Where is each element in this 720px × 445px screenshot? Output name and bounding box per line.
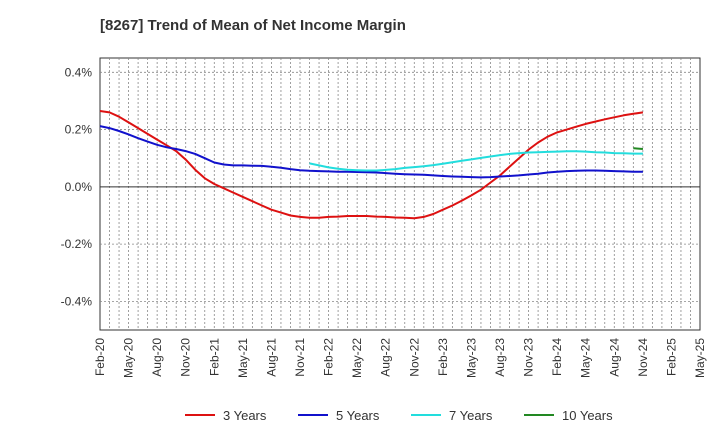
- y-tick-label: -0.4%: [61, 294, 93, 308]
- series-line-3-years: [99, 110, 644, 220]
- x-tick-label: Feb-20: [93, 338, 107, 376]
- x-tick-label: May-22: [350, 338, 364, 378]
- x-tick-label: Aug-24: [607, 338, 621, 377]
- y-tick-label: -0.2%: [61, 237, 93, 251]
- x-tick-label: May-21: [236, 338, 250, 378]
- x-tick-label: Aug-22: [379, 338, 393, 377]
- legend-label: 3 Years: [223, 408, 267, 423]
- series-line-7-years: [309, 150, 643, 172]
- legend-label: 5 Years: [336, 408, 380, 423]
- plot-frame: [99, 57, 701, 331]
- x-tick-label: May-25: [693, 338, 707, 378]
- legend-label: 7 Years: [449, 408, 493, 423]
- x-tick-label: Nov-21: [293, 338, 307, 377]
- chart-title: [8267] Trend of Mean of Net Income Margi…: [100, 17, 406, 34]
- legend: 3 Years 5 Years 7 Years 10 Years: [185, 408, 613, 423]
- x-tick-label: Aug-21: [264, 338, 278, 377]
- x-tick-label: Feb-24: [550, 338, 564, 376]
- x-tick-label: Nov-24: [636, 338, 650, 377]
- x-tick-label: May-24: [579, 338, 593, 378]
- x-tick-label: Aug-20: [150, 338, 164, 377]
- y-tick-label: 0.4%: [65, 65, 93, 79]
- x-tick-label: May-20: [122, 338, 136, 378]
- x-tick-label: Feb-25: [664, 338, 678, 376]
- series-line-10-years: [633, 147, 643, 150]
- series-lines: [99, 110, 644, 220]
- axes: -0.4% -0.2% 0.0% 0.2% 0.4% Feb-20 May-20 Aug-20…: [61, 65, 707, 378]
- grid: [99, 57, 701, 331]
- x-tick-label: Feb-21: [207, 338, 221, 376]
- x-tick-label: Nov-20: [179, 338, 193, 377]
- x-tick-label: Nov-23: [522, 338, 536, 377]
- y-tick-label: 0.0%: [65, 180, 93, 194]
- x-tick-label: Aug-23: [493, 338, 507, 377]
- legend-label: 10 Years: [562, 408, 613, 423]
- x-tick-label: May-23: [464, 338, 478, 378]
- x-tick-label: Nov-22: [407, 338, 421, 377]
- x-tick-label: Feb-22: [322, 338, 336, 376]
- x-tick-label: Feb-23: [436, 338, 450, 376]
- y-tick-label: 0.2%: [65, 123, 93, 137]
- series-line-5-years: [99, 125, 643, 179]
